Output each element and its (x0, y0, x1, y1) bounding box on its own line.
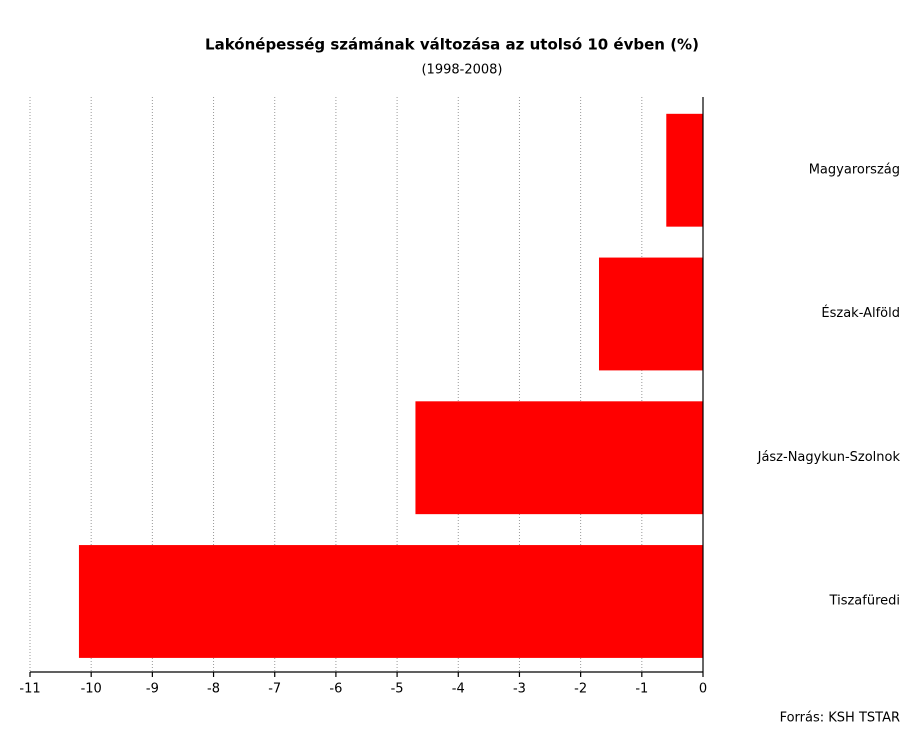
x-tick-label: -1 (635, 682, 648, 697)
x-tick-label: -4 (452, 682, 465, 697)
x-tick-label: -9 (146, 682, 159, 697)
x-tick-label: -3 (513, 682, 526, 697)
x-tick-label: -8 (207, 682, 220, 697)
x-tick-label: -10 (81, 682, 102, 697)
chart-subtitle: (1998-2008) (421, 63, 502, 78)
bar (78, 545, 704, 658)
x-tick-label: -7 (268, 682, 281, 697)
y-tick-label: Jász-Nagykun-Szolnok (757, 450, 901, 465)
x-tick-label: -2 (574, 682, 587, 697)
chart-title: Lakónépesség számának változása az utols… (205, 36, 699, 54)
x-tick-label: 0 (699, 682, 707, 697)
x-tick-label: -5 (391, 682, 404, 697)
y-tick-label: Tiszafüredi (829, 594, 900, 609)
y-tick-label: Észak-Alföld (821, 305, 900, 321)
bar (666, 113, 703, 227)
source: Forrás: KSH TSTAR (780, 711, 900, 726)
bar (598, 257, 703, 371)
y-tick-label: Magyarország (809, 162, 900, 177)
x-tick-label: -11 (19, 682, 40, 697)
bar (415, 401, 703, 515)
x-tick-label: -6 (329, 682, 342, 697)
